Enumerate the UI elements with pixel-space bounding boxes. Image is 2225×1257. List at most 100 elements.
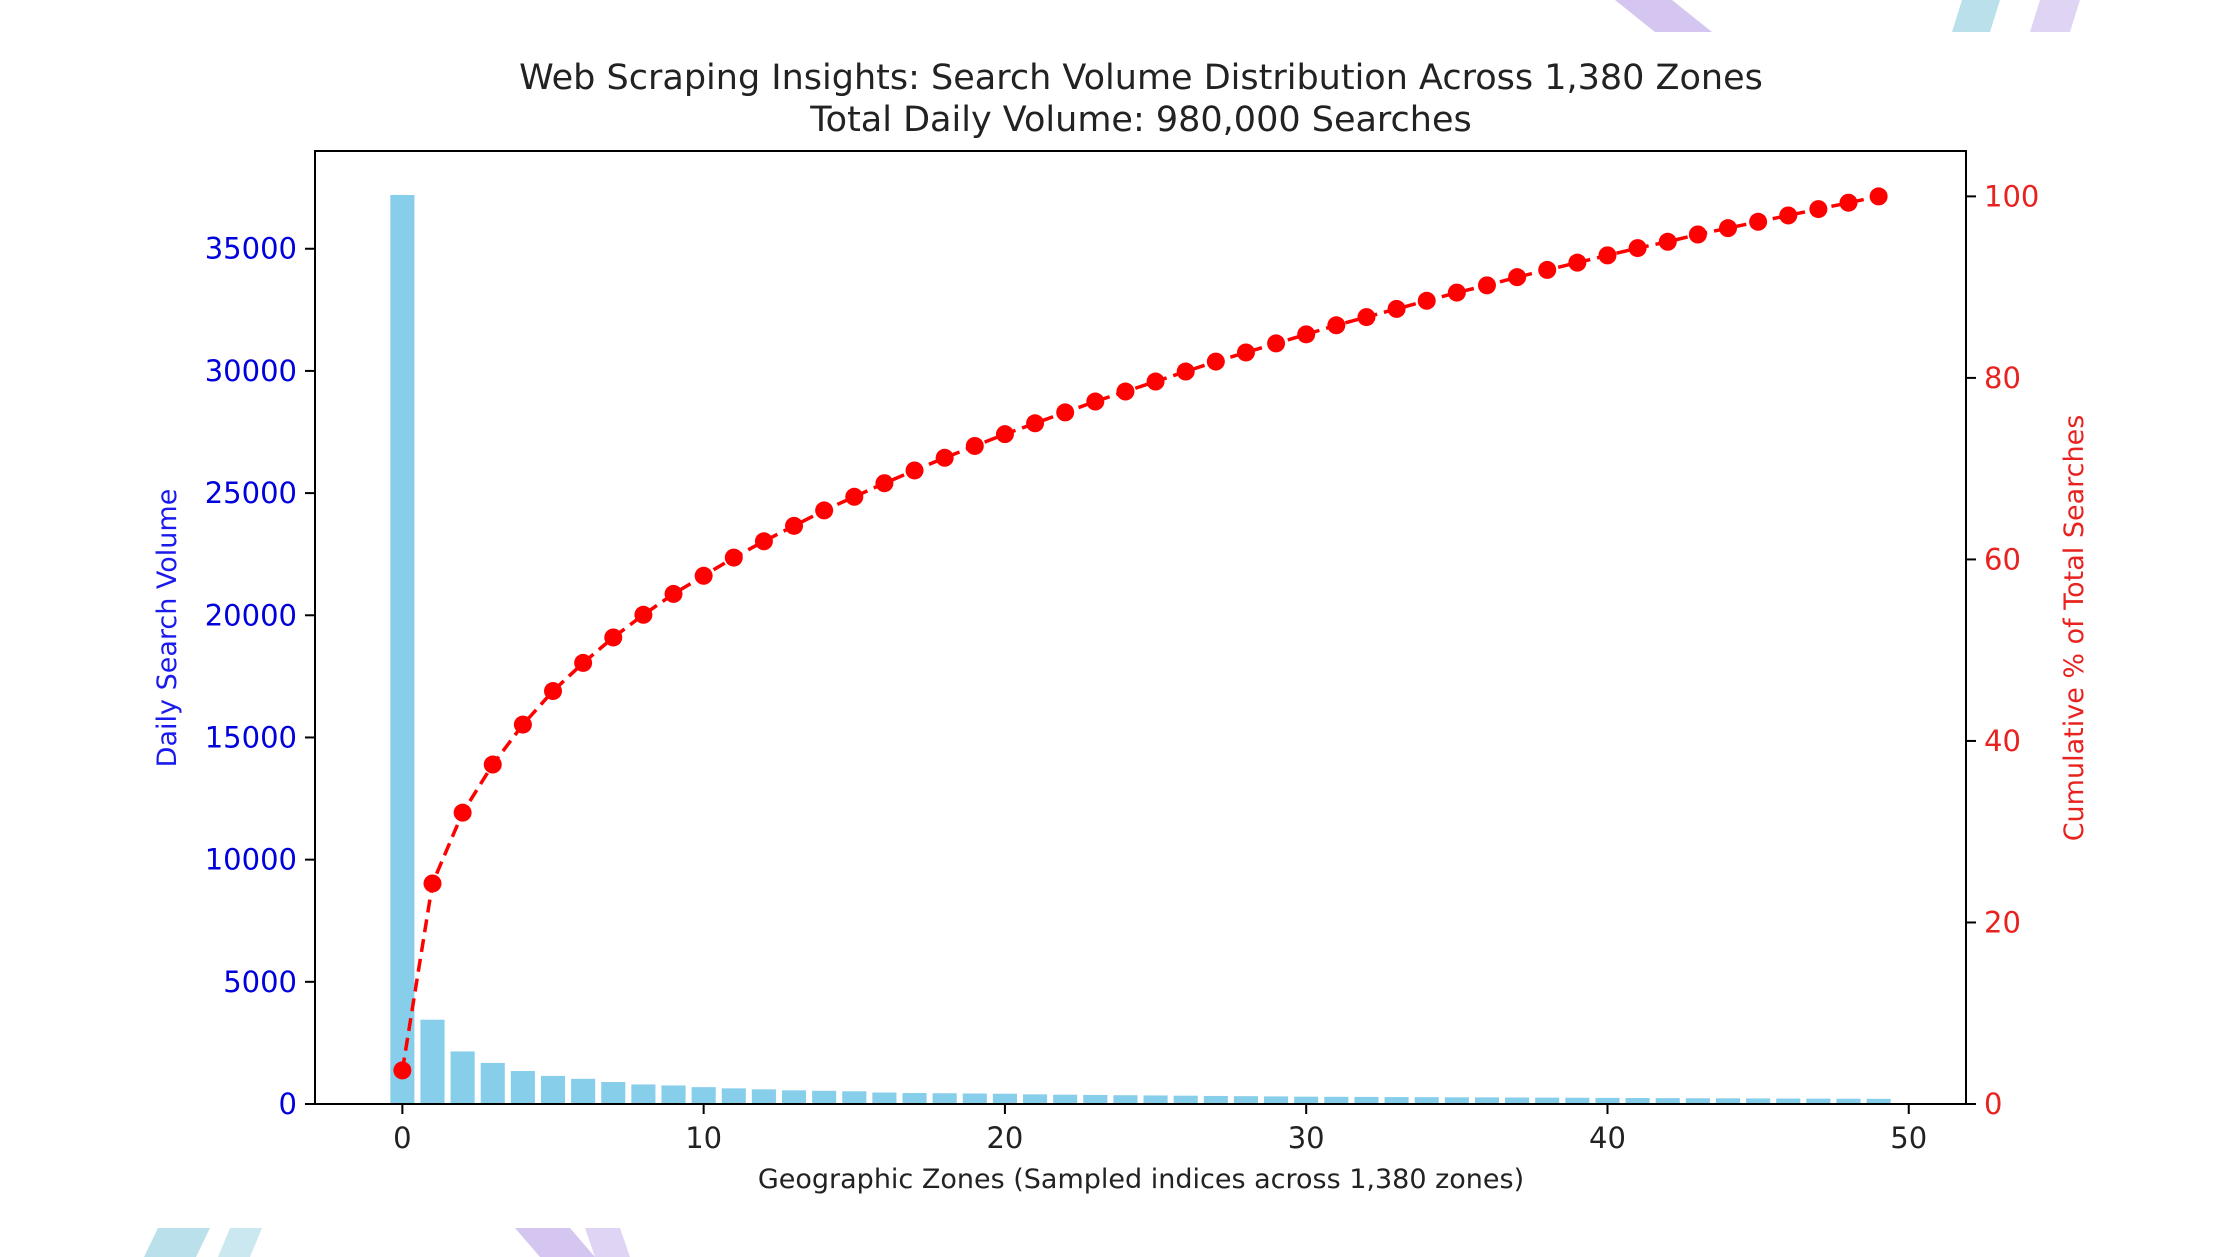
bar: [420, 1019, 445, 1104]
x-tick-label: 30: [1288, 1121, 1325, 1155]
bar: [1173, 1095, 1198, 1104]
line-point: [785, 516, 804, 535]
bar: [1354, 1096, 1379, 1104]
accent-shape: [218, 1228, 262, 1257]
bar: [1776, 1098, 1801, 1104]
accent-shape: [1615, 0, 1712, 32]
bar: [1113, 1095, 1138, 1104]
bar: [1233, 1096, 1258, 1104]
decorative-accents: [144, 0, 2080, 1257]
bar: [1655, 1098, 1680, 1104]
line-point: [694, 566, 713, 585]
y-axis-right: 0 20 40 60 80 100: [1966, 179, 2039, 1121]
bar: [390, 194, 415, 1104]
x-tick-label: 40: [1589, 1121, 1626, 1155]
y-tick-label: 25000: [205, 476, 297, 510]
bar: [1324, 1096, 1349, 1104]
line-point: [574, 653, 593, 672]
bar: [1685, 1098, 1710, 1104]
line-point: [754, 532, 773, 551]
line-point: [483, 755, 502, 774]
line-point: [1116, 382, 1135, 401]
line-point: [1508, 268, 1527, 287]
y-tick-label: 5000: [223, 965, 297, 999]
y2-tick-label: 60: [1984, 542, 2021, 576]
line-point: [1809, 200, 1828, 219]
line-point: [1869, 187, 1888, 206]
x-tick-label: 50: [1890, 1121, 1927, 1155]
cumulative-line: [400, 194, 1879, 1071]
x-tick-label: 20: [986, 1121, 1023, 1155]
y-tick-label: 15000: [205, 720, 297, 754]
bar: [691, 1087, 716, 1104]
line-point: [1568, 253, 1587, 272]
bar: [842, 1091, 867, 1104]
x-tick-label: 10: [685, 1121, 722, 1155]
line-point: [1056, 403, 1075, 422]
bar: [932, 1093, 957, 1104]
y2-tick-label: 100: [1984, 179, 2039, 213]
bar: [872, 1092, 897, 1104]
bar: [902, 1093, 927, 1104]
line-point: [1598, 246, 1617, 265]
bar: [1023, 1094, 1048, 1104]
y-tick-label: 35000: [205, 232, 297, 266]
y-axis-label-right: Cumulative % of Total Searches: [2059, 415, 2090, 842]
bar: [812, 1090, 837, 1104]
bar: [1053, 1094, 1078, 1104]
accent-shape: [585, 1228, 630, 1257]
line-point: [1026, 414, 1045, 433]
bar: [962, 1093, 987, 1104]
y2-tick-label: 80: [1984, 361, 2021, 395]
line-point: [1718, 219, 1737, 238]
line-point: [1387, 299, 1406, 318]
line-point: [905, 461, 924, 480]
line-point: [724, 548, 743, 567]
line-point: [995, 425, 1014, 444]
line-point: [1477, 276, 1496, 295]
bar: [1806, 1098, 1831, 1104]
chart-subtitle: Total Daily Volume: 980,000 Searches: [809, 100, 1472, 140]
line-point: [1236, 343, 1255, 362]
line-point: [1146, 372, 1165, 391]
bar: [1474, 1097, 1500, 1104]
line-point: [1327, 316, 1346, 335]
line-point: [1297, 325, 1316, 344]
line-point: [965, 436, 984, 455]
y2-tick-label: 20: [1984, 905, 2021, 939]
plot-frame: [314, 150, 1967, 1105]
bar: [1203, 1095, 1228, 1104]
line-point: [1267, 334, 1286, 353]
line-point: [1176, 362, 1195, 381]
x-tick-label: 0: [393, 1121, 411, 1155]
line-point: [1357, 308, 1376, 327]
line-point: [1086, 392, 1105, 411]
line-point: [1839, 193, 1858, 212]
bar: [1264, 1096, 1289, 1104]
line-point: [1628, 239, 1647, 258]
bar: [1444, 1097, 1469, 1104]
line-point: [604, 628, 623, 647]
line-point: [935, 448, 954, 467]
line-point: [453, 803, 472, 822]
chart-title: Web Scraping Insights: Search Volume Dis…: [519, 58, 1763, 98]
bar: [1836, 1098, 1861, 1104]
bar: [1294, 1096, 1319, 1104]
line-point: [1206, 352, 1225, 371]
line-point: [393, 1061, 412, 1080]
line-point: [634, 605, 653, 624]
bar: [1384, 1097, 1409, 1104]
bar: [992, 1093, 1017, 1104]
line-point: [1688, 225, 1707, 244]
line-point: [664, 584, 683, 603]
y2-tick-label: 40: [1984, 724, 2021, 758]
bar: [1866, 1098, 1891, 1104]
y-axis-label-left: Daily Search Volume: [152, 489, 183, 768]
y-tick-label: 0: [279, 1087, 297, 1121]
bar: [751, 1089, 776, 1104]
bar: [510, 1071, 535, 1104]
bar-series: [390, 194, 1891, 1104]
accent-shape: [2030, 0, 2080, 32]
line-point: [544, 682, 563, 701]
